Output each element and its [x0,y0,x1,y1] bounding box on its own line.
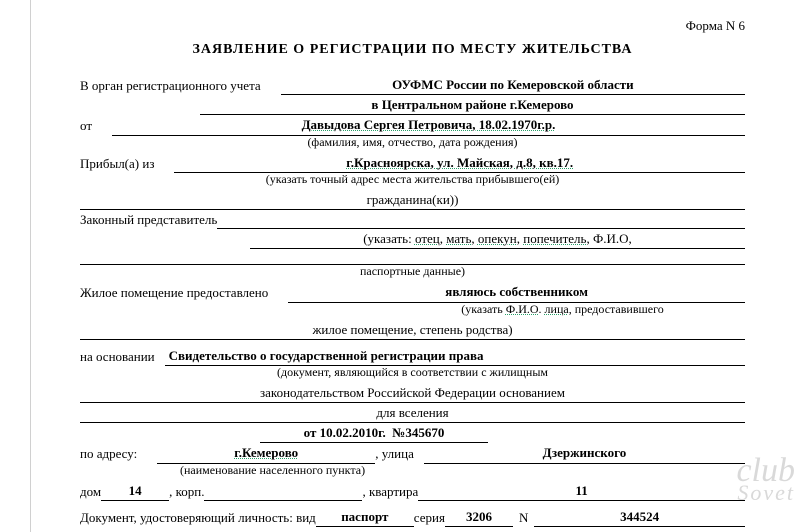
org-value-2: в Центральном районе г.Кемерово [200,96,745,115]
series-value: 3206 [445,508,513,527]
legal-hint: (указать: отец, мать, опекун, попечитель… [250,230,745,249]
form-number: Форма N 6 [80,18,745,34]
basis-date-line: от 10.02.2010г. №345670 [80,424,745,443]
document-title: ЗАЯВЛЕНИЕ О РЕГИСТРАЦИИ ПО МЕСТУ ЖИТЕЛЬС… [80,42,745,58]
arrived-line-2: гражданина(ки)) [80,191,745,210]
house-label: дом [80,483,101,501]
house-value: 14 [101,482,169,501]
doc-line: Документ, удостоверяющий личность: вид п… [80,508,745,527]
premises-hint: (указать Ф.И.О. лица, предоставившего [80,302,745,317]
series-label: серия [414,509,445,527]
from-hint: (фамилия, имя, отчество, дата рождения) [80,135,745,150]
legal-line-3 [80,250,745,265]
doc-label: Документ, удостоверяющий личность: вид [80,509,316,527]
arrived-hint: (указать точный адрес места жительства п… [80,172,745,187]
basis-label: на основании [80,348,155,366]
from-label: от [80,117,92,135]
flat-value: 11 [418,482,745,501]
street-value: Дзержинского [424,444,745,463]
address-hint: (наименование населенного пункта) [80,463,745,478]
watermark-line-1: club [736,457,795,484]
from-value: Давыдова Сергея Петровича, 18.02.1970г.р… [112,116,745,135]
premises-hint-2: жилое помещение, степень родства) [80,321,745,340]
basis-date: от 10.02.2010г. №345670 [260,424,488,443]
address-city: г.Кемерово [157,444,375,463]
legal-hint-2: паспортные данные) [80,264,745,279]
arrived-hint-2: гражданина(ки)) [80,191,745,210]
street-label: , улица [375,445,414,463]
legal-label: Законный представитель [80,211,217,229]
legal-blank-2 [80,250,745,265]
margin-rule [30,0,31,532]
n-label: N [513,509,534,527]
basis-hint-1: (документ, являющийся в соответствии с ж… [80,365,745,380]
basis-hint-3: для вселения [80,404,745,423]
premises-label: Жилое помещение предоставлено [80,284,268,302]
basis-line: на основании Свидетельство о государстве… [80,347,745,366]
basis-hint-2: законодательством Российской Федерации о… [80,384,745,403]
arrived-value: г.Красноярска, ул. Майская, д.8, кв.17. [174,154,745,173]
n-value: 344524 [534,508,745,527]
korp-label: , корп. [169,483,204,501]
house-line: дом 14 , корп. , квартира 11 [80,482,745,501]
flat-label: , квартира [362,483,418,501]
premises-line-2: жилое помещение, степень родства) [80,321,745,340]
address-label: по адресу: [80,445,137,463]
org-line-2: в Центральном районе г.Кемерово [80,96,745,115]
issued-line: выдан ОУФМС России в Ленинском р-на [80,528,745,532]
premises-value: являюсь собственником [288,283,745,302]
document-page: Форма N 6 ЗАЯВЛЕНИЕ О РЕГИСТРАЦИИ ПО МЕС… [0,0,805,532]
premises-line: Жилое помещение предоставлено являюсь со… [80,283,745,302]
arrived-line: Прибыл(а) из г.Красноярска, ул. Майская,… [80,154,745,173]
legal-hint-line: (указать: отец, мать, опекун, попечитель… [80,230,745,249]
basis-line-2: законодательством Российской Федерации о… [80,384,745,403]
org-value-1: ОУФМС России по Кемеровской области [281,76,745,95]
org-label: В орган регистрационного учета [80,77,261,95]
org-line: В орган регистрационного учета ОУФМС Рос… [80,76,745,95]
basis-line-3: для вселения [80,404,745,423]
legal-line: Законный представитель [80,211,745,229]
watermark-line-2: Sovet [736,484,795,502]
arrived-label: Прибыл(а) из [80,155,154,173]
basis-value: Свидетельство о государственной регистра… [165,347,745,366]
korp-value [204,486,362,501]
issued-value-1: ОУФМС России в Ленинском р-на [122,528,745,532]
watermark: club Sovet [736,457,795,502]
from-line: от Давыдова Сергея Петровича, 18.02.1970… [80,116,745,135]
address-line: по адресу: г.Кемерово , улица Дзержинско… [80,444,745,463]
doc-type: паспорт [316,508,414,527]
legal-blank-1 [217,214,745,229]
